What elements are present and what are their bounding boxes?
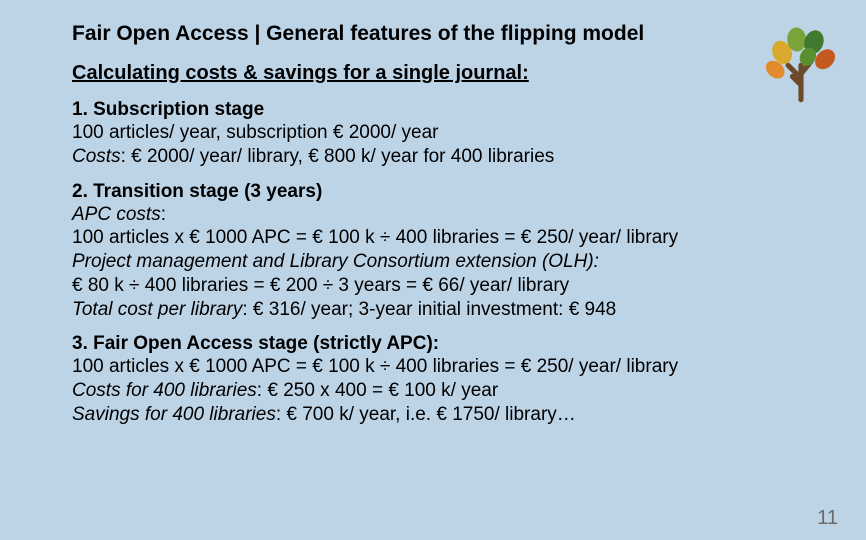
stage-2-pm-calc: € 80 k ÷ 400 libraries = € 200 ÷ 3 years… xyxy=(72,274,806,298)
stage-3-savings: Savings for 400 libraries: € 700 k/ year… xyxy=(72,403,806,427)
slide-title: Fair Open Access | General features of t… xyxy=(72,22,806,46)
stage-2-total: Total cost per library: € 316/ year; 3-y… xyxy=(72,298,806,322)
stage-3: 3. Fair Open Access stage (strictly APC)… xyxy=(72,333,806,426)
stage-1-line-1: 100 articles/ year, subscription € 2000/… xyxy=(72,121,806,145)
stage-2-heading: 2. Transition stage (3 years) xyxy=(72,181,806,203)
stage-2-pm-label: Project management and Library Consortiu… xyxy=(72,250,806,274)
stage-3-heading: 3. Fair Open Access stage (strictly APC)… xyxy=(72,333,806,355)
slide-subtitle: Calculating costs & savings for a single… xyxy=(72,62,806,85)
stage-2-apc-calc: 100 articles x € 1000 APC = € 100 k ÷ 40… xyxy=(72,226,806,250)
stage-2-apc-label: APC costs: xyxy=(72,203,806,227)
stage-1: 1. Subscription stage 100 articles/ year… xyxy=(72,99,806,169)
slide-content: Fair Open Access | General features of t… xyxy=(0,0,866,427)
stage-3-costs: Costs for 400 libraries: € 250 x 400 = €… xyxy=(72,379,806,403)
tree-logo xyxy=(758,18,844,104)
stage-3-calc: 100 articles x € 1000 APC = € 100 k ÷ 40… xyxy=(72,355,806,379)
stage-1-heading: 1. Subscription stage xyxy=(72,99,806,121)
stage-2: 2. Transition stage (3 years) APC costs:… xyxy=(72,181,806,322)
stage-1-line-2: Costs: € 2000/ year/ library, € 800 k/ y… xyxy=(72,145,806,169)
page-number: 11 xyxy=(817,507,838,530)
